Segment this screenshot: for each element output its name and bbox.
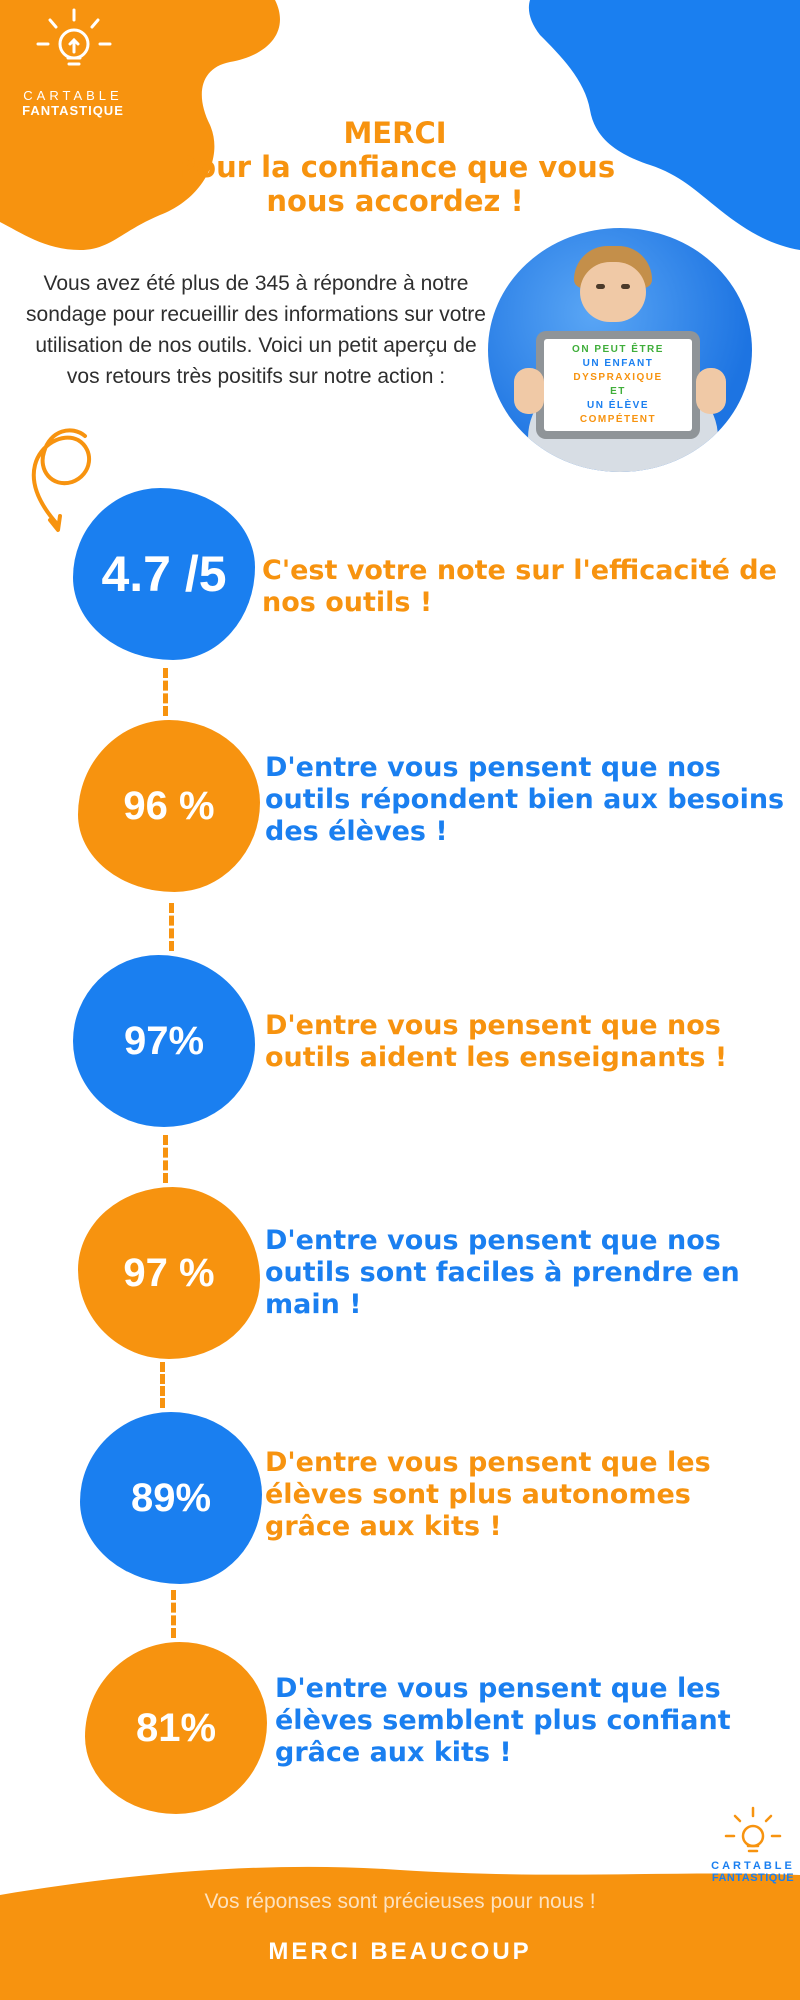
lightbulb-icon-bottom: [724, 1806, 782, 1853]
logo-line2: FANTASTIQUE: [711, 1872, 795, 1884]
logo-line1: CARTABLE: [23, 88, 123, 103]
footer-title: MERCI BEAUCOUP: [268, 1938, 532, 1965]
connector-dash: [160, 1362, 166, 1408]
screen-line: UN ÉLÈVE: [586, 400, 649, 411]
photo-eye: [596, 284, 605, 289]
screen-line: COMPÉTENT: [579, 414, 657, 425]
title-line1: MERCI: [343, 116, 447, 150]
stat-value: 97%: [123, 1018, 205, 1063]
screen-line: ET: [610, 386, 626, 397]
logo-bottom: CARTABLE FANTASTIQUE: [708, 1860, 798, 1884]
stat-badge-confidence: 81%: [85, 1642, 267, 1814]
screen-line: UN ENFANT: [582, 358, 654, 369]
tablet: ON PEUT ÊTRE UN ENFANT DYSPRAXIQUE ET UN…: [536, 331, 700, 439]
connector-dash: [169, 903, 175, 951]
stat-text-autonomy: D'entre vous pensent que les élèves sont…: [265, 1447, 711, 1542]
photo-hand: [696, 368, 726, 414]
stat-badge-teachers: 97%: [73, 955, 255, 1127]
stat-text-confidence: D'entre vous pensent que les élèves semb…: [275, 1673, 731, 1768]
stat-value: 97 %: [123, 1250, 215, 1295]
intro-paragraph: Vous avez été plus de 345 à répondre à n…: [26, 272, 486, 388]
tablet-screen: ON PEUT ÊTRE UN ENFANT DYSPRAXIQUE ET UN…: [544, 339, 692, 431]
stat-value: 4.7 /5: [101, 546, 227, 602]
footer-message: Vos réponses sont précieuses pour nous !: [204, 1890, 596, 1913]
stat-text-ease: D'entre vous pensent que nos outils sont…: [265, 1225, 740, 1320]
orange-footer-wave: [0, 1866, 800, 2000]
photo-hand: [514, 368, 544, 414]
screen-line: DYSPRAXIQUE: [573, 372, 663, 383]
stat-text-rating: C'est votre note sur l'efficacité de nos…: [262, 555, 777, 618]
logo-top: CARTABLE FANTASTIQUE: [12, 88, 134, 118]
stat-text-teachers: D'entre vous pensent que nos outils aide…: [265, 1010, 728, 1073]
logo-line1: CARTABLE: [711, 1860, 795, 1872]
child-tablet-photo: ON PEUT ÊTRE UN ENFANT DYSPRAXIQUE ET UN…: [488, 228, 752, 472]
stat-badge-autonomy: 89%: [80, 1412, 262, 1584]
stat-badge-rating: 4.7 /5: [73, 488, 255, 660]
stat-badge-ease: 97 %: [78, 1187, 260, 1359]
stat-text-needs: D'entre vous pensent que nos outils répo…: [265, 752, 785, 847]
curly-arrow-icon: [31, 428, 92, 527]
lightbulb-icon-top: [36, 8, 112, 66]
blue-blob-top-right: [528, 0, 800, 250]
stat-value: 81%: [135, 1705, 217, 1750]
stat-value: 96 %: [123, 783, 215, 828]
connector-dash: [171, 1590, 177, 1638]
title-line2: Pour la confiance que vous: [174, 150, 616, 184]
stat-value: 89%: [130, 1475, 212, 1520]
page-title: MERCI Pour la confiance que vous nous ac…: [140, 116, 650, 218]
photo-eye: [621, 284, 630, 289]
stat-badge-needs: 96 %: [78, 720, 260, 892]
connector-dash: [163, 668, 169, 716]
logo-line2: FANTASTIQUE: [22, 103, 124, 118]
photo-face: [580, 262, 646, 322]
title-line3: nous accordez !: [266, 184, 524, 218]
connector-dash: [163, 1135, 169, 1183]
screen-line: ON PEUT ÊTRE: [572, 344, 664, 355]
